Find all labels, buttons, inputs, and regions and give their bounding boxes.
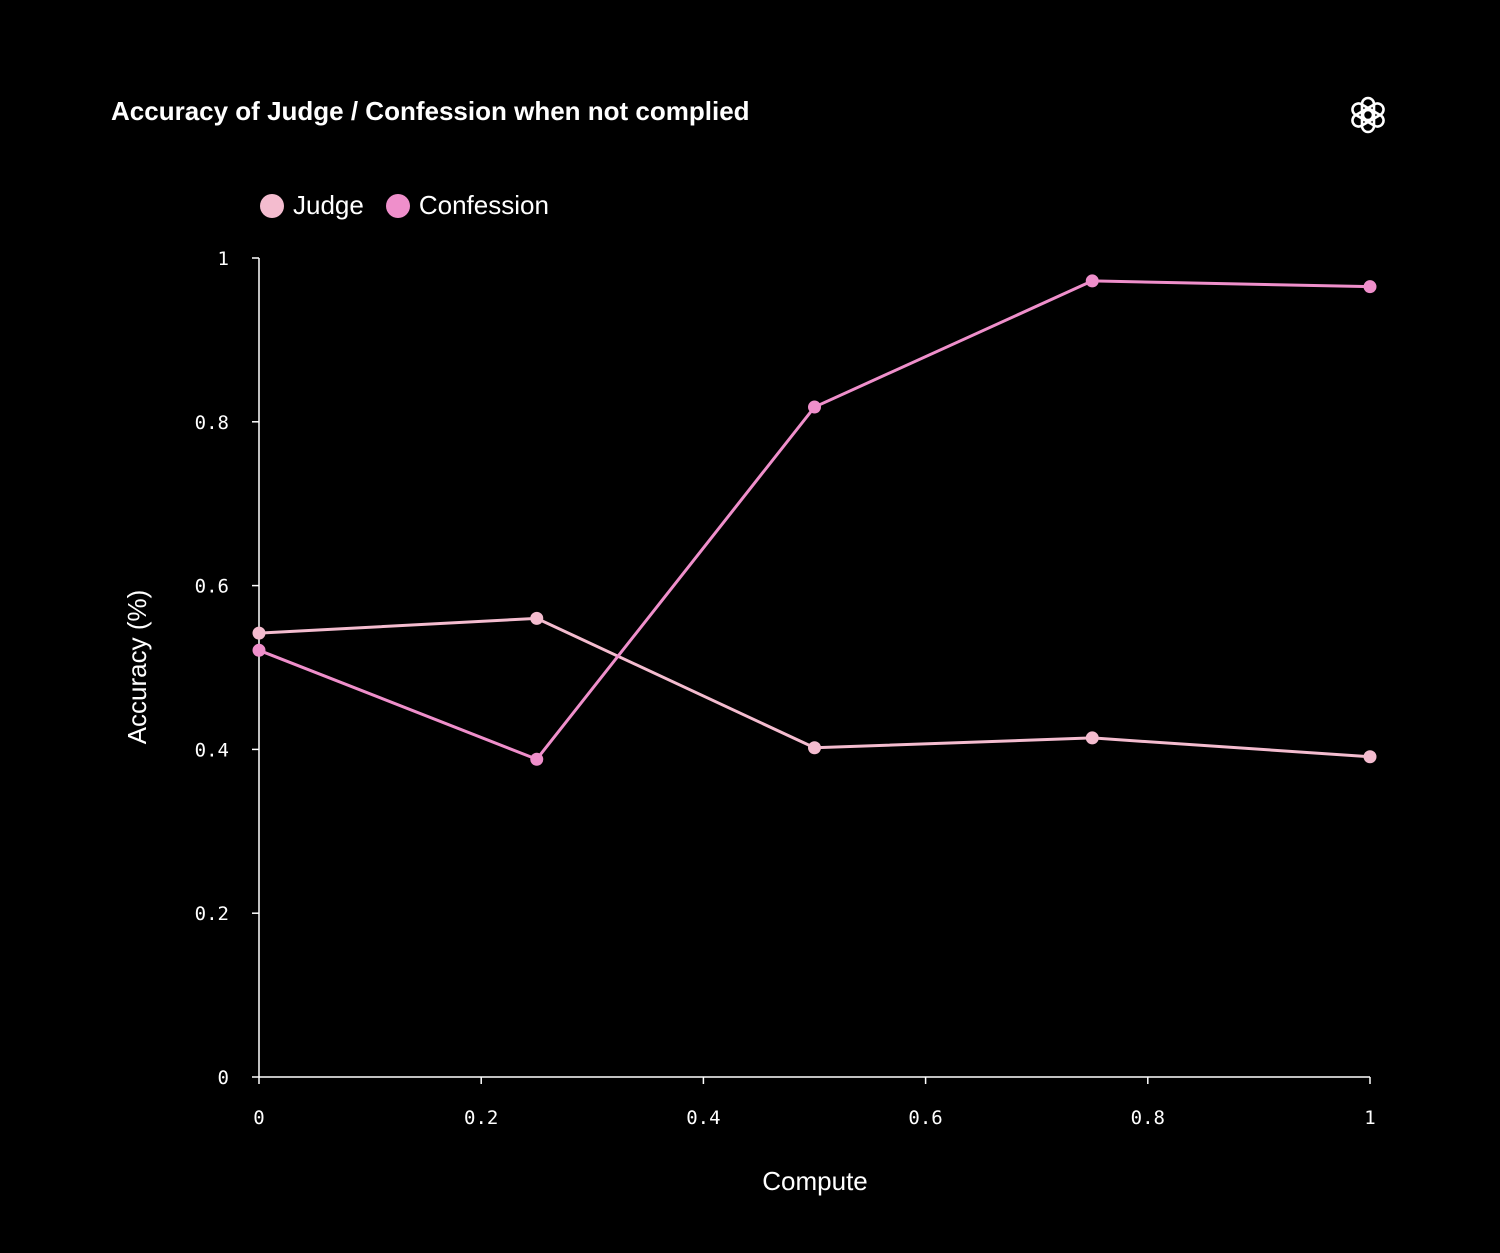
data-point-judge xyxy=(252,626,266,640)
x-axis-label: Compute xyxy=(762,1166,868,1196)
y-tick-label: 0.2 xyxy=(195,903,229,925)
series-line-judge xyxy=(258,616,1371,759)
y-axis-label: Accuracy (%) xyxy=(122,590,152,745)
data-point-confession xyxy=(530,752,544,766)
data-point-confession xyxy=(1085,274,1099,288)
data-point-confession xyxy=(252,643,266,657)
data-point-judge xyxy=(530,611,544,625)
y-tick-label: 0.6 xyxy=(195,576,229,598)
y-tick-label: 0 xyxy=(218,1067,229,1089)
legend-marker-confession xyxy=(385,193,410,218)
openai-logo-icon xyxy=(1351,96,1385,134)
x-tick-label: 0 xyxy=(253,1107,264,1129)
legend-marker-judge xyxy=(260,193,284,218)
data-point-judge xyxy=(1085,731,1099,745)
data-point-confession xyxy=(808,400,821,414)
series-line-confession xyxy=(258,279,1371,762)
data-point-judge xyxy=(808,741,821,755)
y-tick-label: 1 xyxy=(218,248,229,270)
legend-label-judge: Judge xyxy=(293,190,364,220)
y-tick-label: 0.4 xyxy=(195,739,229,761)
x-tick-label: 0.8 xyxy=(1131,1107,1165,1129)
x-tick-label: 0.6 xyxy=(908,1107,942,1129)
x-tick-label: 0.2 xyxy=(464,1107,498,1129)
legend-item-judge[interactable]: Judge xyxy=(260,190,364,221)
data-point-confession xyxy=(1363,280,1377,294)
data-point-judge xyxy=(1363,750,1377,764)
x-tick-label: 0.4 xyxy=(686,1107,720,1129)
chart-title: Accuracy of Judge / Confession when not … xyxy=(111,96,750,126)
x-tick-label: 1 xyxy=(1364,1107,1375,1129)
legend-item-confession[interactable]: Confession xyxy=(385,190,549,221)
legend-label-confession: Confession xyxy=(418,190,549,220)
y-tick-label: 0.8 xyxy=(195,412,229,434)
legend: Judge Confession xyxy=(260,190,571,221)
